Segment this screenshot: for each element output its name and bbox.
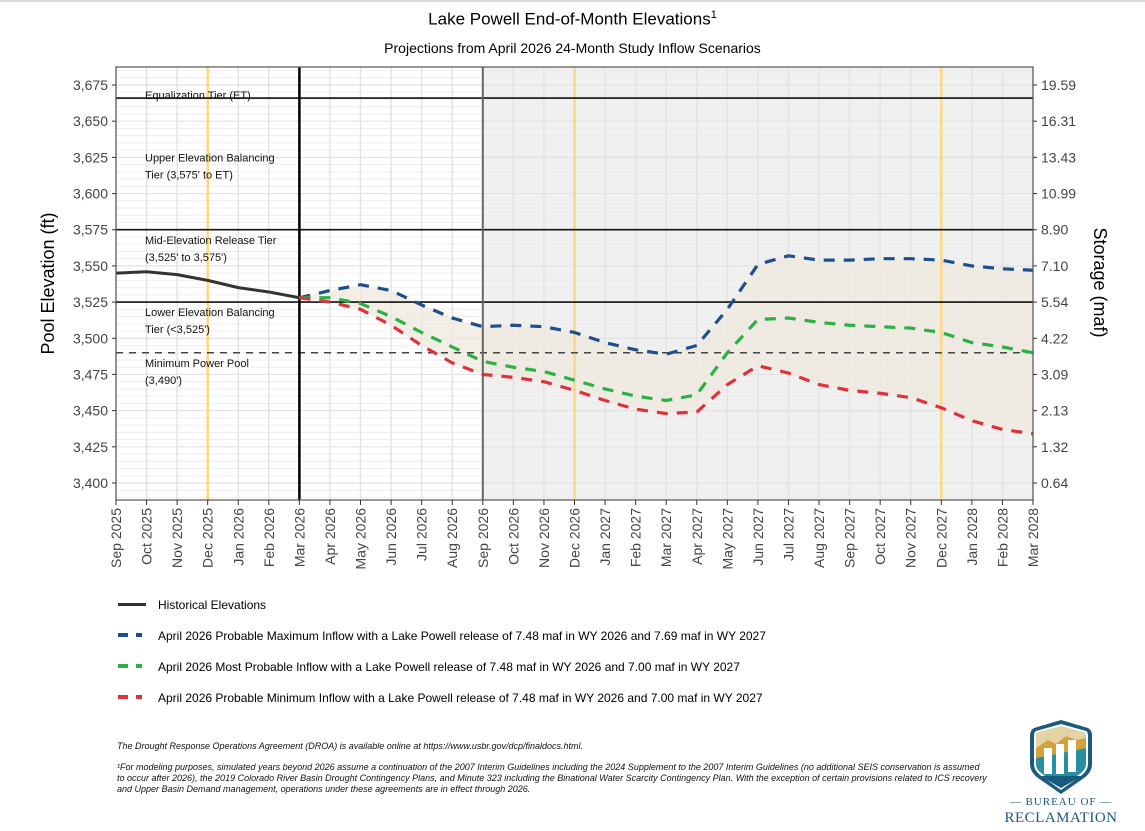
x-tick-label: Dec 2026 [567, 508, 583, 568]
x-tick-label: Mar 2026 [291, 508, 307, 567]
tier-annotation-line: (3,490') [145, 375, 182, 387]
x-tick-label: Feb 2027 [628, 508, 644, 567]
tier-annotation-line: Tier (3,575' to ET) [145, 169, 233, 181]
tier-annotation: Minimum Power Pool (3,490') [145, 358, 249, 387]
x-tick-label: Jul 2027 [780, 508, 796, 561]
x-tick-label: Jul 2026 [414, 508, 430, 561]
x-tick-label: Sep 2025 [108, 508, 124, 568]
y-right-tick-label: 19.59 [1041, 77, 1076, 93]
x-tick-label: Dec 2027 [933, 508, 949, 568]
y-tick-label: 3,600 [73, 186, 108, 202]
projection-range-band [299, 255, 1033, 434]
y-right-axis-title: Storage (maf) [1090, 227, 1110, 337]
x-tick-label: Feb 2026 [261, 508, 277, 567]
tier-annotation-line: Mid-Elevation Release Tier [145, 235, 277, 247]
legend-label: Historical Elevations [158, 598, 267, 612]
x-tick-label: Jan 2027 [597, 508, 613, 566]
tier-annotation-line: (3,525' to 3,575') [145, 252, 227, 264]
x-tick-label: Jun 2026 [383, 508, 399, 566]
y-right-tick-label: 4.22 [1041, 330, 1068, 346]
modeling-footnote: ¹For modeling purposes, simulated years … [117, 762, 987, 794]
tier-annotation: Upper Elevation Balancing Tier (3,575' to… [145, 152, 275, 181]
chart-title: Lake Powell End-of-Month Elevations1 [0, 9, 1145, 30]
y-tick-label: 3,450 [73, 403, 108, 419]
x-tick-label: May 2027 [719, 508, 735, 570]
y-right-tick-label: 10.99 [1041, 186, 1076, 202]
x-tick-label: Nov 2026 [536, 508, 552, 568]
legend-swatch-historical [118, 603, 146, 606]
y-tick-label: 3,575 [73, 222, 108, 238]
x-tick-label: Sep 2027 [842, 508, 858, 568]
legend-label: April 2026 Most Probable Inflow with a L… [158, 660, 740, 674]
x-tick-label: Aug 2026 [444, 508, 460, 568]
x-tick-label: Apr 2027 [689, 508, 705, 565]
x-tick-label: Aug 2027 [811, 508, 827, 568]
y-tick-label: 3,625 [73, 149, 108, 165]
tier-annotation-line: Lower Elevation Balancing [145, 307, 275, 319]
y-right-tick-label: 8.90 [1041, 222, 1068, 238]
y-tick-label: 3,500 [73, 330, 108, 346]
logo-line1: — BUREAU OF — [1009, 796, 1113, 808]
tier-annotation-line: Equalization Tier (ET) [145, 90, 251, 102]
tier-annotation-line: Minimum Power Pool [145, 358, 249, 370]
y-tick-label: 3,675 [73, 77, 108, 93]
droa-footnote: The Drought Response Operations Agreemen… [117, 741, 584, 751]
tier-annotation-line: Tier (<3,525') [145, 324, 210, 336]
x-tick-label: Apr 2026 [322, 508, 338, 565]
y-right-tick-label: 0.64 [1041, 475, 1068, 491]
y-tick-label: 3,650 [73, 113, 108, 129]
x-tick-label: Jan 2026 [230, 508, 246, 566]
y-right-tick-label: 13.43 [1041, 149, 1076, 165]
legend-swatch-min [118, 695, 146, 699]
legend-swatch-max [118, 633, 146, 637]
tier-annotation-line: Upper Elevation Balancing [145, 152, 275, 164]
x-tick-label: Sep 2026 [475, 508, 491, 568]
x-tick-label: Jan 2028 [964, 508, 980, 566]
tier-annotation: Mid-Elevation Release Tier (3,525' to 3,5… [145, 235, 277, 264]
y-tick-label: 3,525 [73, 294, 108, 310]
x-tick-label: Oct 2025 [139, 508, 155, 565]
y-tick-label: 3,475 [73, 366, 108, 382]
x-tick-label: Feb 2028 [994, 508, 1010, 567]
reclamation-shield-icon [1030, 720, 1092, 794]
top-border [0, 0, 1145, 2]
y-right-tick-label: 7.10 [1041, 258, 1068, 274]
y-right-tick-label: 16.31 [1041, 113, 1076, 129]
y-tick-label: 3,550 [73, 258, 108, 274]
x-tick-label: May 2026 [353, 508, 369, 570]
chart-title-text: Lake Powell End-of-Month Elevations [428, 9, 711, 29]
reclamation-logo: — BUREAU OF — RECLAMATION [996, 718, 1126, 828]
legend-label: April 2026 Probable Maximum Inflow with … [158, 629, 766, 643]
title-footnote-marker: 1 [710, 9, 717, 21]
y-tick-label: 3,425 [73, 439, 108, 455]
chart-subtitle: Projections from April 2026 24-Month Stu… [384, 40, 761, 56]
y-right-tick-label: 3.09 [1041, 366, 1068, 382]
y-right-tick-label: 2.13 [1041, 403, 1068, 419]
y-axis-title: Pool Elevation (ft) [38, 212, 58, 354]
x-tick-label: Nov 2025 [169, 508, 185, 568]
logo-line2: RECLAMATION [1004, 810, 1118, 826]
y-tick-label: 3,400 [73, 475, 108, 491]
tier-annotation: Equalization Tier (ET) [145, 90, 251, 102]
x-tick-label: Oct 2027 [872, 508, 888, 565]
legend-label: April 2026 Probable Minimum Inflow with … [158, 691, 763, 705]
x-tick-label: Jun 2027 [750, 508, 766, 566]
y-right-tick-label: 1.32 [1041, 439, 1068, 455]
x-tick-label: Mar 2027 [658, 508, 674, 567]
chart-plot: Equalization Tier (ET) Upper Elevation Ba… [38, 66, 1110, 570]
tier-annotation: Lower Elevation Balancing Tier (<3,525') [145, 307, 275, 336]
x-tick-label: Nov 2027 [903, 508, 919, 568]
y-right-tick-label: 5.54 [1041, 294, 1068, 310]
x-tick-label: Dec 2025 [200, 508, 216, 568]
x-tick-label: Oct 2026 [505, 508, 521, 565]
legend-swatch-most [118, 664, 146, 668]
x-tick-label: Mar 2028 [1025, 508, 1041, 567]
